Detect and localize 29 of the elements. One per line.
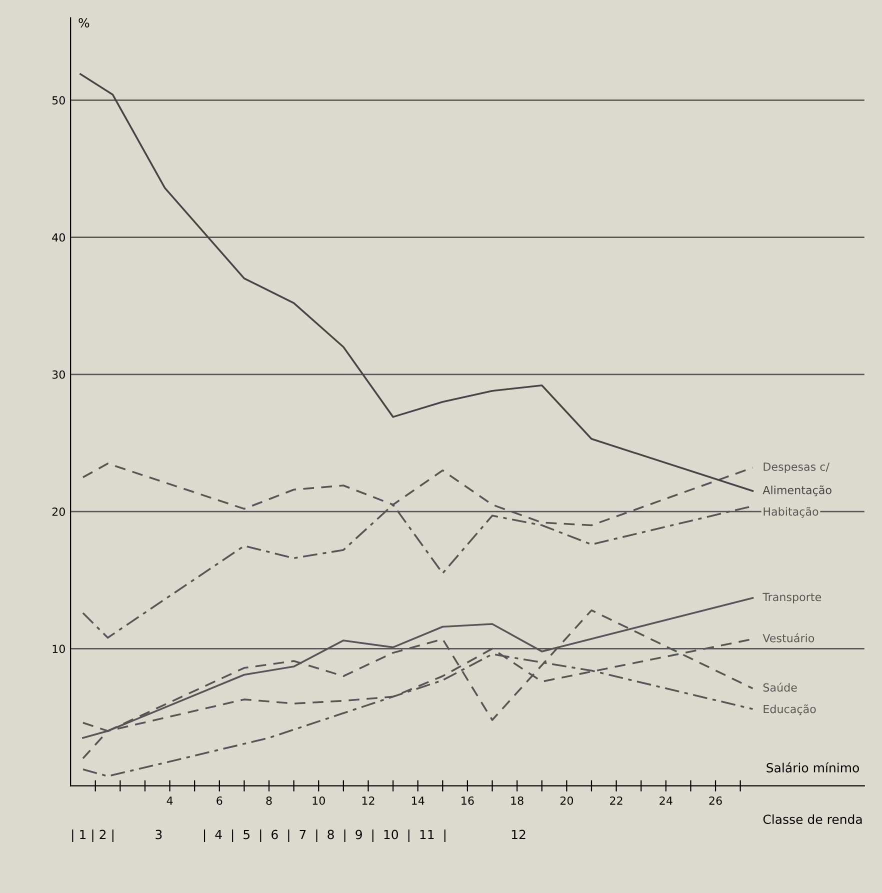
x-tick-label: 10 [312, 796, 325, 805]
x-tick-label: 24 [660, 796, 672, 805]
x-tick-label: 8 [266, 796, 272, 805]
series-label: Vestuário [762, 633, 814, 642]
y-tick-label: 40 [52, 233, 65, 242]
x-tick-label: 6 [216, 796, 222, 805]
x-tick-label: 14 [412, 796, 424, 805]
y-tick-label: 50 [52, 96, 65, 105]
line-series [80, 73, 754, 492]
x-tick-label: 16 [462, 796, 474, 805]
y-tick-label: 10 [52, 644, 65, 654]
x-tick-label: 12 [362, 796, 374, 805]
x-tick-label: 22 [610, 796, 622, 805]
y-tick-label: 30 [52, 370, 65, 379]
y-tick-label: 20 [52, 508, 65, 516]
series-label: Educação [764, 704, 816, 716]
x-axis-title: Salário mínimo [766, 762, 859, 772]
text: | 1 | 2 | 3 | 4 | 5 | 6 | 7 | 8 | 9 | 10 | 11 | 12 [72, 830, 526, 842]
x2-axis-title: Classe de renda [763, 814, 862, 824]
series-label: Habitação [764, 506, 818, 518]
y-axis-title: % [78, 18, 90, 28]
series-label: Transporte [762, 592, 822, 604]
x-tick-label: 4 [166, 796, 173, 805]
series-label: Saúde [763, 682, 797, 692]
x-tick-label: 26 [709, 796, 722, 805]
series-label: Alimentação [762, 485, 832, 496]
x-tick-label: 20 [560, 796, 574, 805]
x-tick-label: 18 [511, 796, 524, 805]
series-label: Despesas c/ [764, 462, 830, 474]
